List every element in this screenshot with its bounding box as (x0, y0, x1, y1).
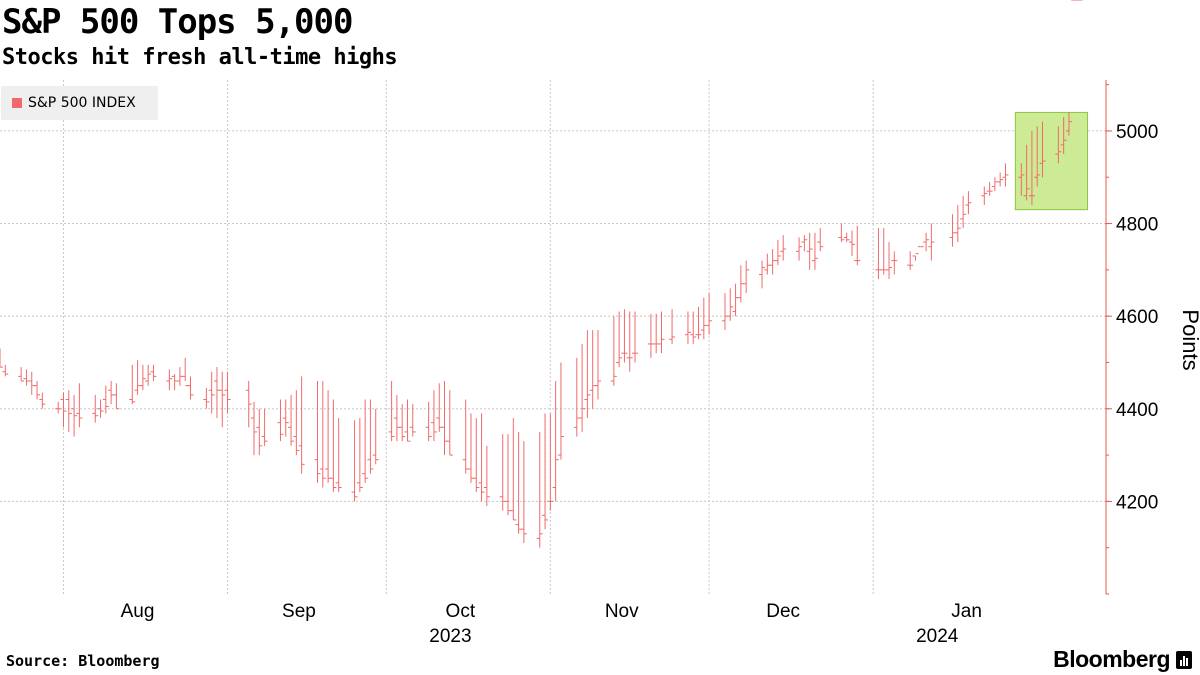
x-tick-label: Aug (121, 601, 155, 622)
y-tick-label: 4800 (1116, 215, 1158, 236)
y-tick-label: 4200 (1116, 492, 1158, 513)
y-tick-label: 5000 (1116, 122, 1158, 143)
source-note: Source: Bloomberg (6, 652, 160, 670)
bloomberg-logo-icon (1176, 650, 1192, 669)
x-year-label: 2023 (429, 626, 471, 647)
x-tick-label: Jan (951, 601, 982, 622)
x-tick-label: Sep (282, 601, 316, 622)
legend-swatch (12, 98, 22, 108)
x-year-label: 2024 (916, 626, 959, 647)
chart-subtitle: Stocks hit fresh all-time highs (2, 45, 398, 70)
x-tick-label: Oct (446, 601, 476, 622)
y-tick-label: 4600 (1116, 307, 1158, 328)
x-tick-label: Dec (766, 601, 800, 622)
legend-label: S&P 500 INDEX (28, 95, 136, 111)
x-tick-label: Nov (605, 601, 639, 622)
y-axis-label: Points (1178, 309, 1200, 370)
brand-name: Bloomberg (1053, 646, 1170, 672)
legend: S&P 500 INDEX (1, 86, 158, 120)
brand: Bloomberg (1053, 646, 1192, 673)
highlight-box (1014, 111, 1089, 211)
chart-title: S&P 500 Tops 5,000 (2, 2, 353, 42)
y-tick-label: 4400 (1116, 400, 1158, 421)
